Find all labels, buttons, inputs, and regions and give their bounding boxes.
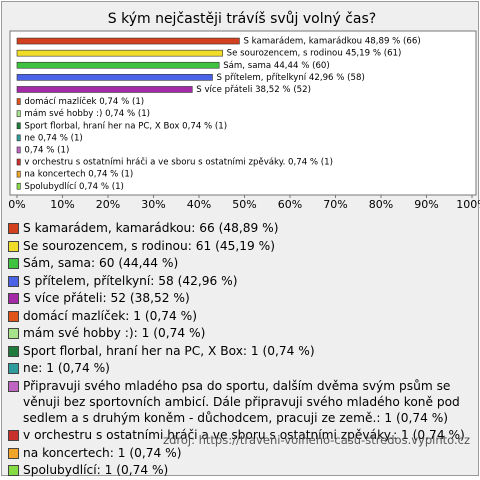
bar [16,134,21,142]
bar [16,158,21,166]
value-label: S více přáteli 38,52 % (52) [196,85,311,95]
legend-swatch [8,328,19,339]
legend-swatch [8,293,19,304]
legend-swatch [8,430,19,441]
value-label: Sám, sama 44,44 % (60) [223,61,330,71]
legend-item: S kamarádem, kamarádkou: 66 (48,89 %) [8,220,470,236]
source: zdroj: https://traveni-volneho-casu-stre… [163,433,470,447]
x-tick-label: 60% [278,198,302,211]
bar [16,170,21,178]
bar [16,98,21,105]
legend-swatch [8,380,19,392]
legend-label: domácí mazlíček: 1 (0,74 %) [23,308,197,323]
legend-item: Sport florbal, hraní her na PC, X Box: 1… [8,343,470,359]
bar [16,74,213,81]
value-label: 0,74 % (1) [24,145,69,155]
chart-title: S kým nejčastěji trávíš svůj volný čas? [108,11,376,27]
legend-item: na koncertech: 1 (0,74 %) [8,445,470,461]
legend-item: v orchestru s ostatními hráči a ve sboru… [8,427,470,443]
legend-item: S více přáteli: 52 (38,52 %) [8,290,470,306]
x-tick-label: 70% [323,198,347,211]
chart: S kým nejčastěji trávíš svůj volný čas? … [8,11,480,211]
value-label: Sport florbal, hraní her na PC, X Box 0,… [24,121,227,131]
x-tick-label: 90% [414,198,438,211]
x-tick-label: 10% [50,198,74,211]
plot-area [9,30,477,196]
legend-swatch [8,223,19,234]
x-tick-label: 100% [456,198,480,211]
bar [16,61,220,69]
legend-label: Připravuji svého mladého psa do sportu, … [23,378,460,425]
x-tick-label: 0% [8,198,25,211]
x-tick-label: 30% [141,198,165,211]
legend-swatch [8,310,19,322]
x-tick-label: 80% [369,198,393,211]
value-label: domácí mazlíček 0,74 % (1) [24,96,144,107]
legend-swatch [8,275,19,287]
legend-label: mám své hobby :): 1 (0,74 %) [23,326,206,340]
legend-swatch [8,258,19,269]
value-label: Se sourozencem, s rodinou 45,19 % (61) [227,49,402,59]
legend-swatch [8,465,19,476]
legend-label: S více přáteli: 52 (38,52 %) [23,291,190,305]
bar [16,49,223,57]
legend-item: Se sourozencem, s rodinou: 61 (45,19 %) [8,238,470,254]
legend-item: Sám, sama: 60 (44,44 %) [8,255,470,271]
bar [16,122,21,130]
legend: S kamarádem, kamarádkou: 66 (48,89 %) Se … [8,220,470,480]
value-label: S kamarádem, kamarádkou 48,89 % (66) [243,37,420,47]
legend-label: Se sourozencem, s rodinou: 61 (45,19 %) [23,238,275,253]
legend-item: S přítelem, přítelkyní: 58 (42,96 %) [8,273,470,289]
value-label: S přítelem, přítelkyní 42,96 % (58) [216,73,364,83]
x-tick-label: 50% [232,198,256,211]
x-tick-label: 40% [187,198,211,211]
legend-label: Spolubydlící: 1 (0,74 %) [23,463,169,477]
legend-label: S přítelem, přítelkyní: 58 (42,96 %) [23,273,238,288]
legend-swatch [8,447,19,459]
value-label: ne 0,74 % (1) [24,133,82,143]
legend-item: mám své hobby :): 1 (0,74 %) [8,325,470,341]
value-label: na koncertech 0,74 % (1) [24,170,133,180]
bar [16,86,193,93]
legend-label: v orchestru s ostatními hráči a ve sboru… [23,428,465,442]
legend-swatch [8,363,19,374]
legend-item: Připravuji svého mladého psa do sportu, … [8,378,470,426]
bar [16,146,21,154]
legend-item: domácí mazlíček: 1 (0,74 %) [8,308,470,324]
legend-label: Sám, sama: 60 (44,44 %) [23,256,179,270]
legend-swatch [8,240,19,252]
legend-item: Spolubydlící: 1 (0,74 %) [8,462,470,478]
value-label: mám své hobby :) 0,74 % (1) [24,108,150,119]
bar [16,182,21,190]
bar [16,110,21,117]
legend-label: na koncertech: 1 (0,74 %) [23,445,182,460]
legend-label: Sport florbal, hraní her na PC, X Box: 1… [23,343,315,358]
legend-label: ne: 1 (0,74 %) [23,361,110,375]
legend-swatch [8,345,19,357]
value-label: Spolubydlící 0,74 % (1) [24,182,124,192]
bar [16,37,240,45]
value-label: v orchestru s ostatními hráči a ve sboru… [24,157,333,168]
legend-label: S kamarádem, kamarádkou: 66 (48,89 %) [23,221,279,235]
legend-item: ne: 1 (0,74 %) [8,360,470,376]
x-tick-label: 20% [96,198,120,211]
